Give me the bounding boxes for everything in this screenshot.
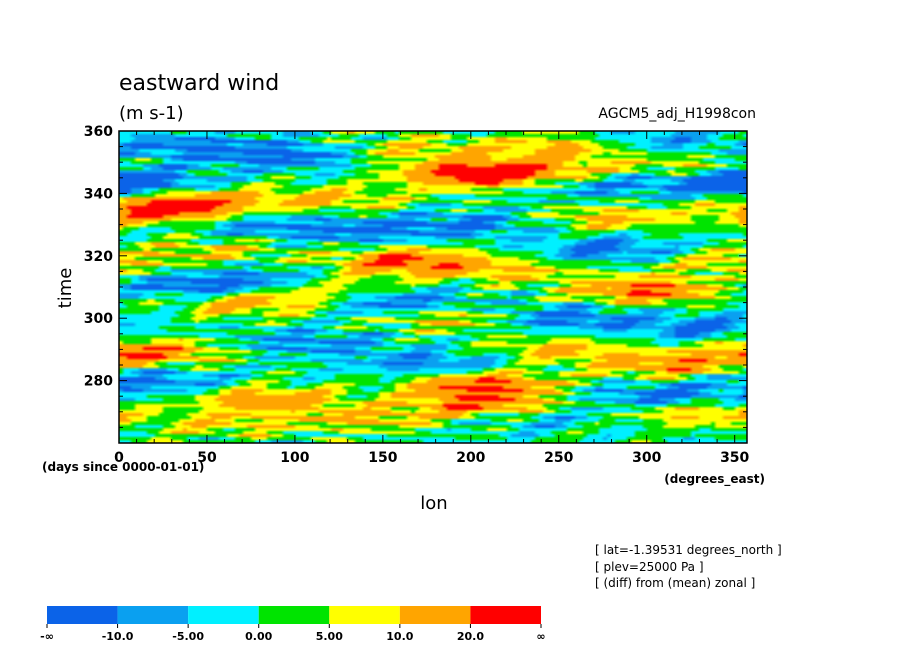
info-plev: [ plev=25000 Pa ] xyxy=(595,560,704,574)
y-tick-label: 340 xyxy=(84,186,113,202)
colorbar-bin xyxy=(47,606,118,624)
chart-units: (m s-1) xyxy=(119,103,184,124)
x-axis-units: (degrees_east) xyxy=(664,472,765,487)
colorbar-label: 20.0 xyxy=(457,630,484,643)
x-tick-label: 0 xyxy=(114,450,124,466)
y-tick-label: 360 xyxy=(84,124,113,140)
colorbar-label: 10.0 xyxy=(386,630,413,643)
y-tick-label: 320 xyxy=(84,249,113,265)
colorbar-label: -5.00 xyxy=(172,630,204,643)
chart-title: eastward wind xyxy=(119,71,279,96)
colorbar-bin xyxy=(188,606,259,624)
y-axis-label: time xyxy=(55,268,76,309)
colorbar-label: 5.00 xyxy=(316,630,343,643)
y-axis-units: (days since 0000-01-01) xyxy=(42,460,204,474)
y-tick-label: 300 xyxy=(84,311,113,327)
colorbar-labels: -∞ -10.0 -5.00 0.00 5.00 10.0 20.0 ∞ xyxy=(40,624,546,643)
info-diff: [ (diff) from (mean) zonal ] xyxy=(595,576,755,590)
x-axis-label: lon xyxy=(420,493,447,514)
colorbar-bin xyxy=(329,606,400,624)
x-tick-label: 200 xyxy=(456,450,485,466)
dataset-label: AGCM5_adj_H1998con xyxy=(598,106,756,122)
x-tick-label: 50 xyxy=(197,450,217,466)
colorbar xyxy=(47,606,541,624)
heatmap-field xyxy=(119,131,747,443)
colorbar-label: -10.0 xyxy=(102,630,134,643)
colorbar-bin xyxy=(399,606,471,624)
y-axis-ticks: 280 300 320 340 360 xyxy=(84,124,747,428)
y-tick-label: 280 xyxy=(84,374,113,390)
x-axis-ticks: 0 50 100 150 200 250 300 350 xyxy=(114,131,750,466)
x-tick-label: 300 xyxy=(632,450,661,466)
x-tick-label: 100 xyxy=(280,450,309,466)
heatmap-image xyxy=(119,131,747,443)
colorbar-label: -∞ xyxy=(40,630,54,643)
x-tick-label: 350 xyxy=(720,450,749,466)
colorbar-bin xyxy=(258,606,330,624)
x-tick-label: 150 xyxy=(368,450,397,466)
colorbar-label: 0.00 xyxy=(245,630,272,643)
colorbar-bin xyxy=(117,606,189,624)
info-lat: [ lat=-1.39531 degrees_north ] xyxy=(595,543,782,557)
colorbar-label: ∞ xyxy=(536,630,545,643)
x-tick-label: 250 xyxy=(544,450,573,466)
colorbar-bin xyxy=(470,606,541,624)
